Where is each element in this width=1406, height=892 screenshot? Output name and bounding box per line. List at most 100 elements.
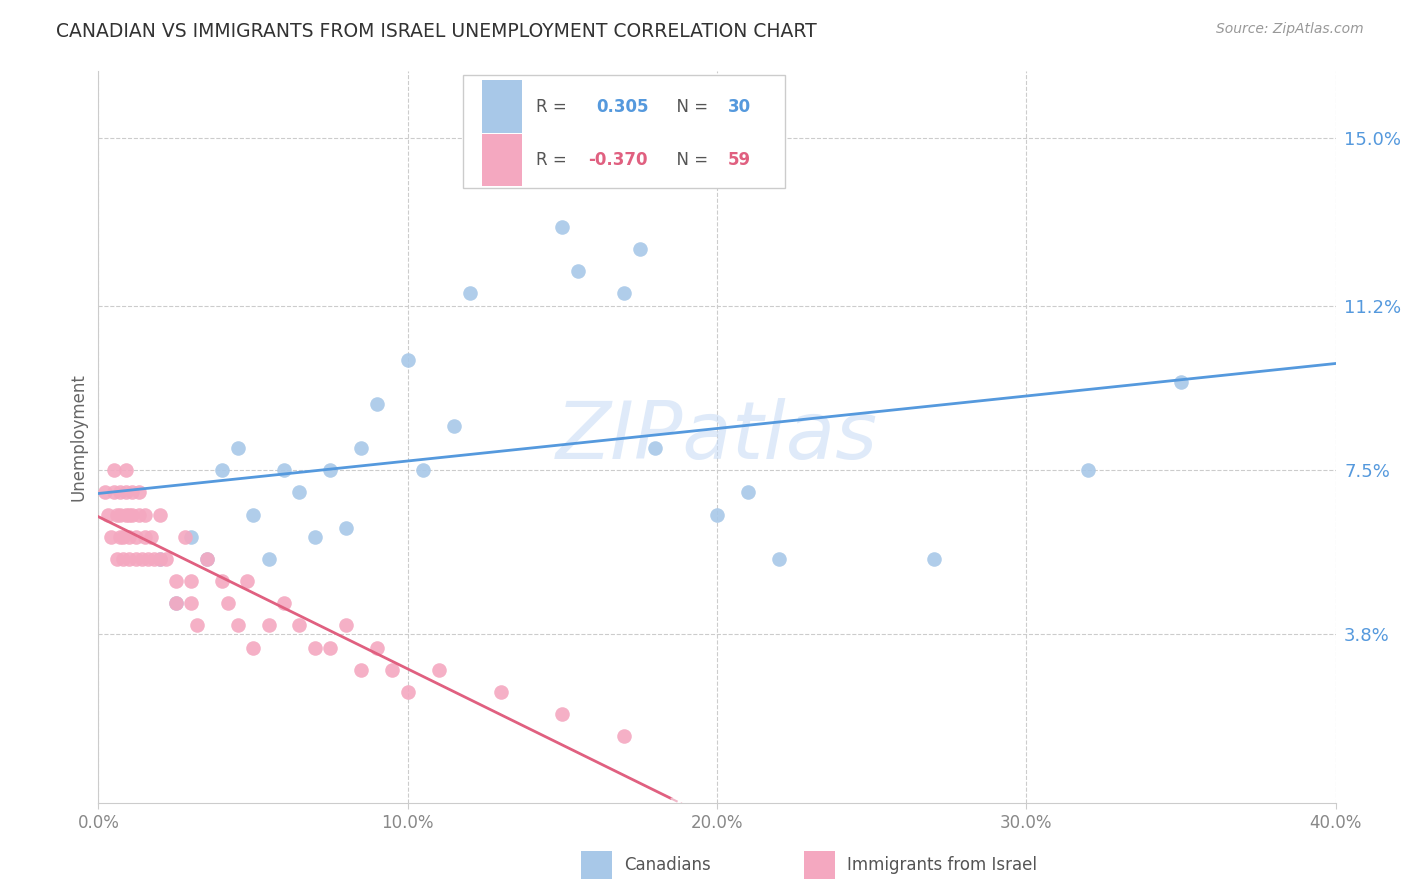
Point: [134, 508, 156, 522]
Point: [567, 264, 589, 278]
Point: [211, 463, 233, 477]
Point: [180, 530, 202, 544]
FancyBboxPatch shape: [581, 851, 612, 879]
Point: [118, 552, 141, 566]
Point: [112, 552, 135, 566]
Text: N =: N =: [666, 98, 714, 116]
Point: [108, 485, 131, 500]
Point: [124, 530, 146, 544]
Point: [217, 596, 239, 610]
Point: [105, 508, 128, 522]
Point: [628, 242, 651, 256]
Point: [458, 285, 481, 300]
Point: [103, 463, 125, 477]
Point: [1170, 375, 1192, 389]
Point: [551, 219, 574, 234]
Point: [128, 485, 150, 500]
Point: [304, 530, 326, 544]
Point: [613, 285, 636, 300]
Point: [551, 707, 574, 722]
Point: [112, 530, 135, 544]
Point: [273, 596, 295, 610]
Point: [118, 530, 141, 544]
Point: [165, 596, 187, 610]
Point: [489, 685, 512, 699]
Point: [288, 485, 311, 500]
Point: [97, 508, 120, 522]
Point: [131, 552, 153, 566]
Point: [366, 397, 388, 411]
Point: [115, 508, 138, 522]
Point: [143, 552, 166, 566]
Text: 59: 59: [728, 151, 751, 169]
Point: [180, 596, 202, 610]
Text: CANADIAN VS IMMIGRANTS FROM ISRAEL UNEMPLOYMENT CORRELATION CHART: CANADIAN VS IMMIGRANTS FROM ISRAEL UNEMP…: [56, 22, 817, 41]
Point: [226, 618, 249, 632]
Point: [922, 552, 945, 566]
Point: [427, 663, 450, 677]
Point: [149, 552, 172, 566]
Point: [396, 352, 419, 367]
Point: [335, 521, 357, 535]
Point: [165, 596, 187, 610]
Point: [165, 574, 187, 589]
Point: [768, 552, 790, 566]
Point: [319, 640, 342, 655]
Point: [350, 663, 373, 677]
Text: N =: N =: [666, 151, 714, 169]
FancyBboxPatch shape: [482, 80, 522, 133]
Text: 30: 30: [728, 98, 751, 116]
Point: [124, 552, 146, 566]
Point: [613, 729, 636, 743]
Y-axis label: Unemployment: Unemployment: [69, 373, 87, 501]
Point: [195, 552, 218, 566]
Text: 0.305: 0.305: [596, 98, 648, 116]
Point: [128, 508, 150, 522]
Point: [242, 640, 264, 655]
Point: [350, 441, 373, 455]
Point: [134, 530, 156, 544]
Point: [381, 663, 404, 677]
Point: [257, 618, 280, 632]
Text: Canadians: Canadians: [624, 856, 711, 874]
Point: [118, 508, 141, 522]
Text: R =: R =: [537, 151, 572, 169]
Point: [105, 552, 128, 566]
Point: [396, 685, 419, 699]
Point: [149, 508, 172, 522]
Point: [242, 508, 264, 522]
Point: [195, 552, 218, 566]
FancyBboxPatch shape: [804, 851, 835, 879]
Text: R =: R =: [537, 98, 578, 116]
Point: [737, 485, 759, 500]
Point: [706, 508, 728, 522]
Point: [211, 574, 233, 589]
Text: -0.370: -0.370: [588, 151, 648, 169]
Point: [186, 618, 208, 632]
Point: [412, 463, 434, 477]
Point: [121, 508, 143, 522]
Point: [100, 530, 122, 544]
Point: [174, 530, 197, 544]
FancyBboxPatch shape: [464, 75, 785, 188]
Point: [93, 485, 115, 500]
Point: [236, 574, 259, 589]
Point: [149, 552, 172, 566]
Point: [335, 618, 357, 632]
Point: [304, 640, 326, 655]
Text: ZIPatlas: ZIPatlas: [555, 398, 879, 476]
Point: [108, 530, 131, 544]
Point: [319, 463, 342, 477]
Point: [366, 640, 388, 655]
Point: [180, 574, 202, 589]
Point: [115, 463, 138, 477]
Point: [288, 618, 311, 632]
Point: [139, 530, 162, 544]
Point: [121, 485, 143, 500]
Point: [155, 552, 177, 566]
Point: [443, 419, 465, 434]
Point: [103, 485, 125, 500]
Point: [273, 463, 295, 477]
Point: [1077, 463, 1099, 477]
Point: [644, 441, 666, 455]
